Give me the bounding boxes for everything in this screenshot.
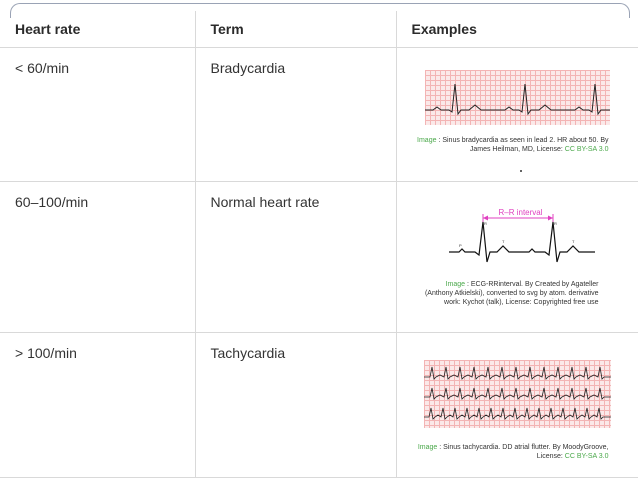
header-term: Term bbox=[194, 11, 396, 48]
example-cell: Image : Sinus bradycardia as seen in lea… bbox=[395, 47, 638, 182]
tachycardia-caption: Image : Sinus tachycardia. DD atrial flu… bbox=[417, 443, 609, 461]
heart-rate-value: > 100/min bbox=[15, 345, 77, 361]
caption-license: CC BY-SA 3.0 bbox=[564, 146, 609, 153]
tachycardia-ecg-strip bbox=[423, 355, 611, 433]
slide-frame bbox=[10, 3, 630, 18]
table-row: > 100/min Tachycardia bbox=[0, 332, 638, 478]
svg-text:R: R bbox=[484, 221, 487, 226]
heart-rate-cell: < 60/min bbox=[0, 47, 195, 182]
example-cell: R–R interval P R T R T bbox=[395, 181, 638, 333]
caption-image-label: Image bbox=[417, 444, 438, 451]
term-value: Normal heart rate bbox=[210, 194, 320, 210]
normal-caption: Image : ECG-RRinterval. By Created by Ag… bbox=[417, 280, 599, 307]
table-row: 60–100/min Normal heart rate R–R interva… bbox=[0, 181, 638, 333]
caption-license: CC BY-SA 3.0 bbox=[564, 453, 609, 460]
svg-text:T: T bbox=[572, 239, 575, 244]
header-heart-rate: Heart rate bbox=[0, 11, 195, 48]
term-value: Tachycardia bbox=[210, 345, 286, 361]
caption-text: : Sinus tachycardia. DD atrial flutter. … bbox=[437, 444, 609, 460]
rr-interval-diagram: P R T R T bbox=[448, 214, 595, 263]
rr-interval-label: R–R interval bbox=[498, 208, 543, 217]
svg-text:T: T bbox=[502, 239, 505, 244]
stray-dot bbox=[519, 170, 522, 172]
header-examples: Examples bbox=[395, 11, 638, 48]
svg-text:P: P bbox=[459, 243, 462, 248]
caption-text: : ECG-RRinterval. By Created by Agatelle… bbox=[424, 281, 599, 306]
heart-rate-cell: 60–100/min bbox=[0, 181, 195, 333]
bradycardia-caption: Image : Sinus bradycardia as seen in lea… bbox=[417, 136, 609, 154]
term-cell: Normal heart rate bbox=[194, 181, 396, 333]
heart-rate-value: < 60/min bbox=[15, 60, 70, 76]
heart-rate-cell: > 100/min bbox=[0, 332, 195, 478]
term-cell: Tachycardia bbox=[194, 332, 396, 478]
table-row: < 60/min Bradycardia Image : Sinus brady… bbox=[0, 47, 638, 182]
example-cell: Image : Sinus tachycardia. DD atrial flu… bbox=[395, 332, 638, 478]
bradycardia-ecg-strip bbox=[424, 70, 610, 125]
caption-text: : Sinus bradycardia as seen in lead 2. H… bbox=[436, 137, 609, 153]
svg-text:R: R bbox=[554, 221, 557, 226]
term-value: Bradycardia bbox=[210, 60, 286, 76]
term-cell: Bradycardia bbox=[194, 47, 396, 182]
heart-rate-value: 60–100/min bbox=[15, 194, 89, 210]
caption-image-label: Image bbox=[417, 137, 437, 144]
table-header-row: Heart rate Term Examples bbox=[0, 11, 638, 48]
heart-rate-table: Heart rate Term Examples < 60/min Bradyc… bbox=[0, 11, 638, 478]
caption-image-label: Image bbox=[445, 281, 466, 288]
